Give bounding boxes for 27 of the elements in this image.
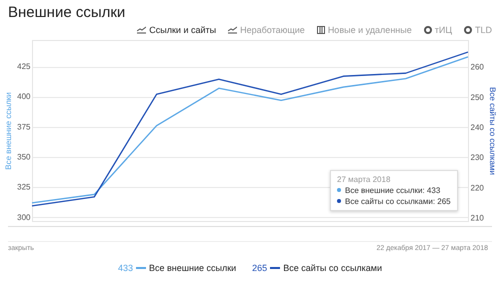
legend-label: Все внешние ссылки <box>148 263 236 273</box>
text: TLD <box>474 25 492 35</box>
y-tick-label: 325 <box>17 182 32 192</box>
y2-tick-label: 230 <box>470 153 484 162</box>
annotation: 27 марта 2018 <box>337 174 392 185</box>
y-tick-label: 375 <box>17 122 32 132</box>
text: тИЦ <box>434 25 452 35</box>
y2-tick-label: 240 <box>470 122 484 132</box>
annotation: Все сайты со ссылками: 265 <box>345 197 451 206</box>
y2-tick-label: 260 <box>470 62 484 72</box>
y-tick-label: 350 <box>17 152 32 162</box>
text: 433 <box>118 263 133 273</box>
y2-tick-label: 210 <box>470 213 484 222</box>
legend-label: Все сайты со ссылками <box>283 263 382 273</box>
annotation: Все внешние ссылки: 433 <box>345 186 440 195</box>
y2-tick-label: 250 <box>470 92 484 102</box>
y-tick-label: 300 <box>17 212 32 222</box>
y-axis-title: Все внешние ссылки <box>4 92 14 170</box>
y-tick-label: 400 <box>17 92 32 102</box>
y-tick-label: 425 <box>17 62 32 72</box>
text: Неработающие <box>240 25 305 35</box>
y2-axis-title: Все сайты со ссылками <box>488 87 497 175</box>
chart-title: Внешние ссылки <box>8 4 126 21</box>
text: Ссылки и сайты <box>149 25 216 35</box>
y2-tick-label: 220 <box>470 183 484 192</box>
text: 265 <box>252 263 268 273</box>
text: Новые и удаленные <box>328 25 412 35</box>
